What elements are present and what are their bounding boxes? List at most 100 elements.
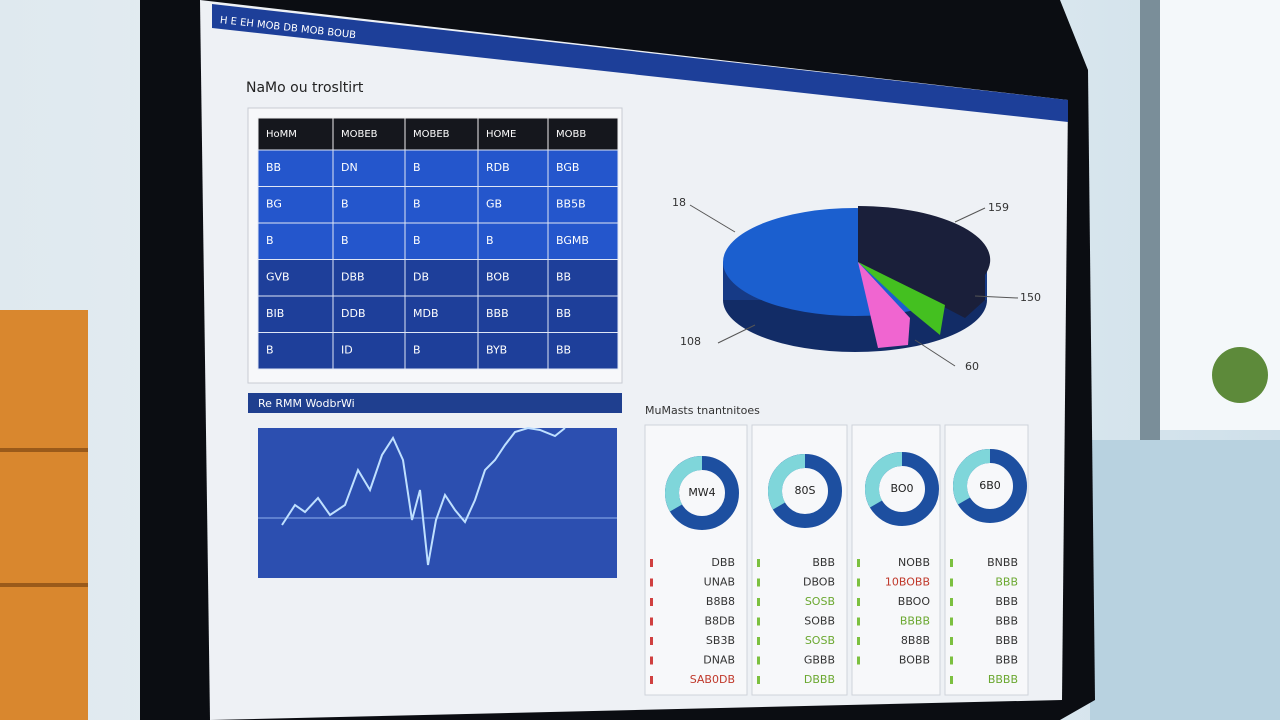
table-cell bbox=[477, 149, 549, 187]
line-panel-title: Re RMM WodbrWi bbox=[258, 397, 355, 410]
table-header-cell bbox=[404, 117, 479, 151]
table-cell bbox=[332, 332, 406, 370]
donut-line: GBBB bbox=[804, 654, 835, 667]
donut-line: UNAB bbox=[704, 576, 735, 589]
desk bbox=[1090, 440, 1280, 720]
row-marker bbox=[950, 656, 953, 665]
table-cell-text: DDB bbox=[341, 307, 366, 320]
pie-label: 18 bbox=[672, 196, 686, 209]
table-header-text: MOBEB bbox=[413, 129, 450, 140]
table-cell bbox=[477, 222, 549, 260]
row-marker bbox=[950, 598, 953, 606]
donut-label: 6B0 bbox=[979, 479, 1001, 492]
donut-segment bbox=[665, 456, 703, 512]
table-cell-text: GVB bbox=[266, 271, 290, 284]
table-header-text: HOME bbox=[486, 129, 516, 140]
table-cell-text: B bbox=[413, 161, 421, 174]
table-cell-text: BYB bbox=[486, 344, 507, 357]
donut-line: DBBB bbox=[804, 673, 835, 686]
table-cell bbox=[547, 259, 619, 297]
row-marker bbox=[950, 559, 953, 567]
table-cell bbox=[547, 149, 619, 187]
row-marker bbox=[757, 656, 760, 665]
donut-segment bbox=[953, 449, 991, 505]
leader bbox=[974, 295, 1019, 299]
table-cell bbox=[404, 332, 479, 370]
row-marker bbox=[757, 598, 760, 606]
section-title: NaMo ou trosltirt bbox=[246, 80, 364, 96]
donut-line: DBB bbox=[711, 556, 735, 569]
table-cell-text: BB bbox=[556, 271, 571, 284]
donut-line: DNAB bbox=[703, 654, 735, 667]
table-header-text: HoMM bbox=[266, 129, 297, 140]
table-cell-text: B bbox=[266, 234, 274, 247]
table-cell-text: B bbox=[413, 198, 421, 211]
pie-label: 60 bbox=[965, 360, 979, 373]
table-cell-text: BG bbox=[266, 198, 282, 211]
table-cell-text: DBB bbox=[341, 271, 365, 284]
donut-line: BOBB bbox=[899, 654, 930, 667]
donut-line: SOSB bbox=[805, 595, 835, 608]
table-cell-text: BB5B bbox=[556, 198, 586, 211]
window-frame bbox=[1140, 0, 1160, 440]
table-cell bbox=[332, 149, 406, 187]
row-marker bbox=[650, 598, 653, 606]
donut-label: BO0 bbox=[890, 482, 913, 495]
row-marker bbox=[650, 559, 653, 567]
donut-line: SB3B bbox=[706, 634, 735, 647]
donut-line: B8B8 bbox=[706, 595, 735, 608]
donut-line: BBB bbox=[995, 595, 1018, 608]
table-cell-text: B bbox=[266, 344, 274, 357]
pie-label: 150 bbox=[1020, 291, 1041, 304]
line-chart-area bbox=[258, 428, 617, 578]
table-cell-text: DB bbox=[413, 271, 429, 284]
line-series bbox=[281, 426, 566, 566]
row-marker bbox=[857, 637, 860, 645]
donut-panel-title: MuMasts tnantnitoes bbox=[645, 404, 760, 417]
donut-label: MW4 bbox=[688, 486, 715, 499]
pie-label: 108 bbox=[680, 335, 701, 348]
table-header-text: MOBB bbox=[556, 129, 586, 140]
donut-line: BBB bbox=[995, 576, 1018, 589]
table-cell-text: DN bbox=[341, 161, 358, 174]
donut-line: SOBB bbox=[804, 615, 835, 628]
row-marker bbox=[650, 637, 653, 645]
row-marker bbox=[950, 617, 953, 626]
donut-line: DBOB bbox=[803, 576, 835, 589]
table-cell bbox=[404, 186, 479, 224]
table-cell-text: GB bbox=[486, 198, 502, 211]
donut-line: BNBB bbox=[987, 556, 1018, 569]
donut-line: BBB bbox=[812, 556, 835, 569]
pie-label: 159 bbox=[988, 201, 1009, 214]
table-cell-text: BOB bbox=[486, 271, 510, 284]
donut-line: BBB bbox=[995, 615, 1018, 628]
row-marker bbox=[650, 617, 653, 626]
row-marker bbox=[757, 578, 760, 587]
table-cell-text: BB bbox=[266, 161, 281, 174]
row-marker bbox=[857, 578, 860, 587]
donut-line: 10BOBB bbox=[885, 576, 930, 589]
table-cell bbox=[404, 149, 479, 187]
donut-line: B8DB bbox=[704, 615, 735, 628]
table-cell bbox=[332, 222, 406, 260]
donut-segment bbox=[768, 454, 806, 510]
table-cell bbox=[404, 222, 479, 260]
table-cell-text: BIB bbox=[266, 307, 284, 320]
row-marker bbox=[857, 598, 860, 606]
table-header-cell bbox=[477, 117, 549, 151]
row-marker bbox=[650, 676, 653, 684]
donut-line: NOBB bbox=[898, 556, 930, 569]
table-cell-text: BGMB bbox=[556, 234, 589, 247]
row-marker bbox=[650, 578, 653, 587]
table-cell-text: B bbox=[341, 234, 349, 247]
donut-segment bbox=[865, 452, 903, 508]
row-marker bbox=[857, 617, 860, 626]
row-marker bbox=[757, 676, 760, 684]
donut-line: BBB bbox=[995, 634, 1018, 647]
donut-line: BBBB bbox=[988, 673, 1018, 686]
donut-line: BBOO bbox=[898, 595, 931, 608]
table-cell-text: BB bbox=[556, 307, 571, 320]
row-marker bbox=[757, 559, 760, 567]
pie-slice bbox=[858, 262, 945, 335]
table-cell bbox=[547, 186, 619, 224]
